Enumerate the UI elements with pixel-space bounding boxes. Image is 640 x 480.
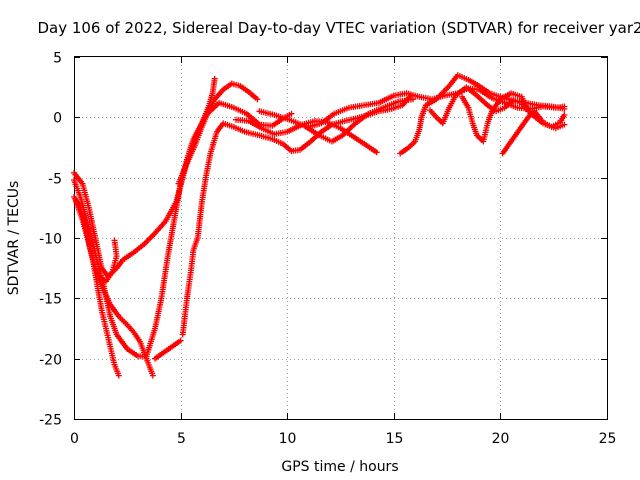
x-axis-tick-labels: 0 5 10 15 20 25 [70,431,616,447]
series-line [73,101,292,278]
series-markers [459,90,532,145]
series-sat-e [96,237,120,285]
series-sat-l [397,72,568,157]
y-tick-label: -15 [39,292,62,308]
series-sat-f [152,337,184,362]
y-axis-title: SDTVAR / TECUs [6,181,22,296]
x-tick-label: 15 [386,431,404,447]
x-tick-label: 10 [279,431,297,447]
series-markers [71,194,122,379]
y-tick-label: -20 [39,353,62,369]
series-sat-d [73,198,156,379]
chart-title: Day 106 of 2022, Sidereal Day-to-day VTE… [37,19,640,37]
axis-ticks [74,57,608,420]
series-sat-b [71,75,218,360]
data-series [71,72,568,379]
series-markers [175,80,261,187]
series-sat-c [71,194,122,379]
y-tick-label: -10 [39,232,62,248]
series-sat-j [256,96,416,145]
x-tick-label: 0 [70,431,79,447]
series-sat-n [459,90,532,145]
series-markers [256,96,416,145]
x-tick-label: 25 [599,431,617,447]
y-tick-label: 0 [53,111,62,127]
series-markers [73,198,156,379]
series-markers [96,237,120,285]
y-tick-label: -25 [39,413,62,429]
series-sat-i [233,116,380,156]
x-tick-label: 20 [492,431,510,447]
series-markers [397,72,568,157]
series-line [73,78,216,358]
series-sat-h [175,80,261,187]
y-axis-tick-labels: 5 0 -5 -10 -15 -20 -25 [39,51,62,429]
y-tick-label: 5 [53,51,62,67]
series-markers [152,337,184,362]
x-tick-label: 5 [177,431,186,447]
series-sat-o [499,108,568,157]
x-axis-title: GPS time / hours [281,459,398,475]
y-tick-label: -5 [48,172,62,188]
series-markers [71,75,218,360]
series-markers [499,108,568,157]
grid [74,57,607,419]
